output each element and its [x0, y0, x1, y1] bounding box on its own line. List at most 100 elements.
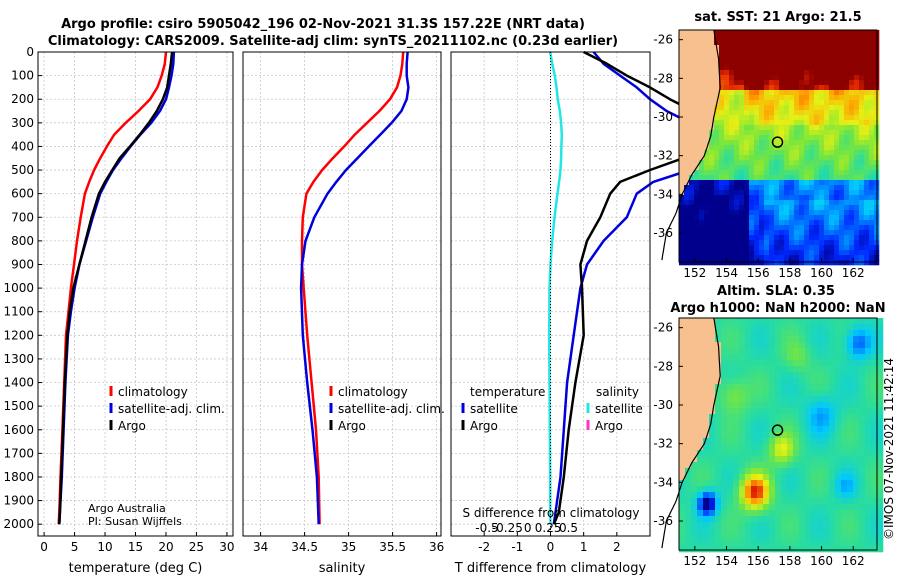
map-cell — [859, 318, 866, 325]
map-cell — [694, 35, 700, 41]
map-cell — [684, 210, 690, 216]
map-cell — [799, 342, 806, 349]
map-cell — [745, 462, 752, 469]
map-cell — [721, 438, 728, 445]
map-cell — [819, 45, 825, 51]
map-cell — [829, 324, 836, 331]
map-cell — [724, 75, 730, 81]
map-cell — [715, 474, 722, 481]
map-cell — [724, 205, 730, 211]
map-cell — [724, 190, 730, 196]
map-cell — [739, 120, 745, 126]
map-cell — [847, 420, 854, 427]
map-cell — [869, 190, 875, 196]
map-cell — [799, 250, 805, 256]
map-cell — [694, 110, 700, 116]
map-cell — [865, 462, 872, 469]
map-cell — [839, 185, 845, 191]
map-cell — [714, 120, 720, 126]
map-cell — [819, 115, 825, 121]
map-cell — [859, 205, 865, 211]
map-cell — [729, 175, 735, 181]
map-cell — [811, 360, 818, 367]
map-cell — [811, 426, 818, 433]
map-cell — [804, 120, 810, 126]
map-cell — [829, 250, 835, 256]
map-cell — [744, 180, 750, 186]
x-tick-label: 0 — [40, 540, 48, 554]
map-cell — [697, 504, 704, 511]
sst-map-title: sat. SST: 21 Argo: 21.5 — [694, 10, 861, 25]
map-cell — [794, 55, 800, 61]
map-cell — [824, 40, 830, 46]
map-cell — [769, 510, 776, 517]
map-cell — [679, 215, 685, 221]
map-cell — [709, 240, 715, 246]
map-cell — [745, 378, 752, 385]
map-cell — [714, 105, 720, 111]
map-cell — [729, 125, 735, 131]
map-cell — [823, 366, 830, 373]
map-cell — [689, 245, 695, 251]
map-cell — [814, 125, 820, 131]
map-cell — [721, 492, 728, 499]
map-cell — [704, 230, 710, 236]
map-cell — [859, 528, 866, 535]
map-cell — [814, 55, 820, 61]
map-cell — [697, 402, 704, 409]
map-cell — [805, 366, 812, 373]
map-cell — [799, 426, 806, 433]
map-cell — [824, 110, 830, 116]
map-cell — [814, 230, 820, 236]
map-cell — [714, 90, 720, 96]
map-cell — [844, 205, 850, 211]
s-axis-label: S difference from climatology — [463, 506, 640, 520]
map-cell — [697, 354, 704, 361]
map-cell — [691, 432, 698, 439]
map-cell — [854, 120, 860, 126]
map-cell — [829, 318, 836, 325]
map-cell — [679, 510, 686, 517]
map-cell — [817, 432, 824, 439]
map-cell — [859, 220, 865, 226]
plot-background — [243, 52, 441, 536]
map-cell — [847, 426, 854, 433]
map-cell — [829, 45, 835, 51]
map-cell — [779, 45, 785, 51]
map-cell — [849, 180, 855, 186]
map-cell — [841, 402, 848, 409]
map-cell — [739, 255, 745, 261]
map-cell — [793, 456, 800, 463]
map-cell — [789, 155, 795, 161]
map-cell — [789, 110, 795, 116]
map-cell — [685, 492, 692, 499]
map-cell — [839, 190, 845, 196]
map-cell — [769, 348, 776, 355]
map-cell — [774, 205, 780, 211]
map-cell — [823, 402, 830, 409]
map-cell — [709, 260, 715, 266]
map-cell — [744, 40, 750, 46]
map-cell — [769, 150, 775, 156]
map-cell — [853, 432, 860, 439]
map-cell — [699, 40, 705, 46]
map-cell — [829, 210, 835, 216]
map-cell — [829, 115, 835, 121]
map-cell — [849, 35, 855, 41]
map-cell — [824, 120, 830, 126]
map-cell — [694, 60, 700, 66]
map-cell — [835, 540, 842, 547]
map-cell — [853, 390, 860, 397]
map-cell — [684, 130, 690, 136]
map-cell — [719, 245, 725, 251]
map-cell — [739, 414, 746, 421]
map-cell — [733, 348, 740, 355]
map-cell — [749, 205, 755, 211]
map-cell — [709, 318, 716, 325]
map-cell — [689, 110, 695, 116]
map-cell — [849, 140, 855, 146]
map-cell — [799, 175, 805, 181]
map-cell — [814, 165, 820, 171]
map-cell — [847, 516, 854, 523]
map-cell — [685, 408, 692, 415]
